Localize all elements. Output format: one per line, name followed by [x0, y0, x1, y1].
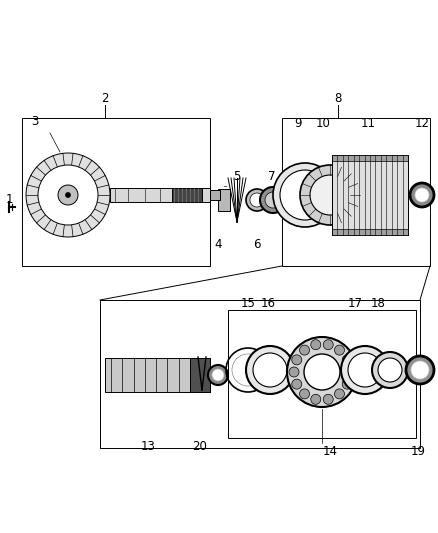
Bar — [100, 300, 420, 448]
Text: 10: 10 — [315, 117, 330, 130]
Circle shape — [212, 369, 224, 381]
Circle shape — [292, 379, 302, 389]
Bar — [172, 188, 202, 202]
Circle shape — [311, 340, 321, 350]
Text: 7: 7 — [268, 170, 276, 183]
Circle shape — [246, 189, 268, 211]
Circle shape — [287, 337, 357, 407]
Text: 15: 15 — [240, 297, 255, 310]
Circle shape — [345, 367, 355, 377]
Circle shape — [273, 163, 337, 227]
Circle shape — [38, 165, 98, 225]
Text: 11: 11 — [360, 117, 375, 130]
Text: 5: 5 — [233, 170, 241, 183]
Bar — [218, 189, 230, 211]
Circle shape — [415, 188, 429, 202]
Circle shape — [372, 352, 408, 388]
Circle shape — [378, 358, 402, 382]
Bar — [105, 358, 210, 392]
Circle shape — [26, 153, 110, 237]
Text: 1: 1 — [5, 193, 13, 206]
Bar — [282, 118, 430, 266]
Text: 12: 12 — [414, 117, 430, 130]
Circle shape — [323, 394, 333, 405]
Circle shape — [304, 354, 340, 390]
Circle shape — [280, 170, 330, 220]
Circle shape — [289, 367, 299, 377]
Circle shape — [300, 165, 360, 225]
Circle shape — [341, 346, 389, 394]
Circle shape — [300, 389, 310, 399]
Circle shape — [406, 356, 434, 384]
Circle shape — [208, 365, 228, 385]
Circle shape — [310, 175, 350, 215]
Bar — [210, 190, 220, 200]
Circle shape — [250, 193, 264, 207]
Circle shape — [348, 353, 382, 387]
Bar — [22, 118, 210, 266]
Circle shape — [342, 379, 352, 389]
Circle shape — [342, 355, 352, 365]
Bar — [332, 229, 408, 235]
Circle shape — [246, 346, 294, 394]
Circle shape — [300, 345, 310, 355]
Text: 16: 16 — [261, 297, 276, 310]
Bar — [332, 155, 408, 235]
Text: 19: 19 — [410, 445, 425, 458]
Text: 9: 9 — [294, 117, 302, 130]
Circle shape — [260, 187, 286, 213]
Circle shape — [311, 394, 321, 405]
Text: 17: 17 — [347, 297, 363, 310]
Circle shape — [410, 183, 434, 207]
Bar — [332, 155, 408, 161]
Text: 6: 6 — [253, 238, 261, 251]
Text: 14: 14 — [322, 445, 338, 458]
Text: 13: 13 — [141, 440, 155, 453]
Text: 8: 8 — [334, 92, 342, 105]
Circle shape — [253, 353, 287, 387]
Text: 18: 18 — [371, 297, 385, 310]
Bar — [110, 188, 210, 202]
Text: 20: 20 — [193, 440, 208, 453]
Circle shape — [411, 361, 429, 379]
Circle shape — [292, 355, 302, 365]
Text: 3: 3 — [31, 115, 39, 128]
Circle shape — [66, 192, 71, 198]
Bar — [190, 358, 210, 392]
Circle shape — [335, 345, 344, 355]
Circle shape — [58, 185, 78, 205]
Text: 4: 4 — [214, 238, 222, 251]
Circle shape — [323, 340, 333, 350]
Circle shape — [265, 192, 281, 208]
Bar — [228, 310, 416, 438]
Text: 2: 2 — [101, 92, 109, 105]
Circle shape — [335, 389, 344, 399]
